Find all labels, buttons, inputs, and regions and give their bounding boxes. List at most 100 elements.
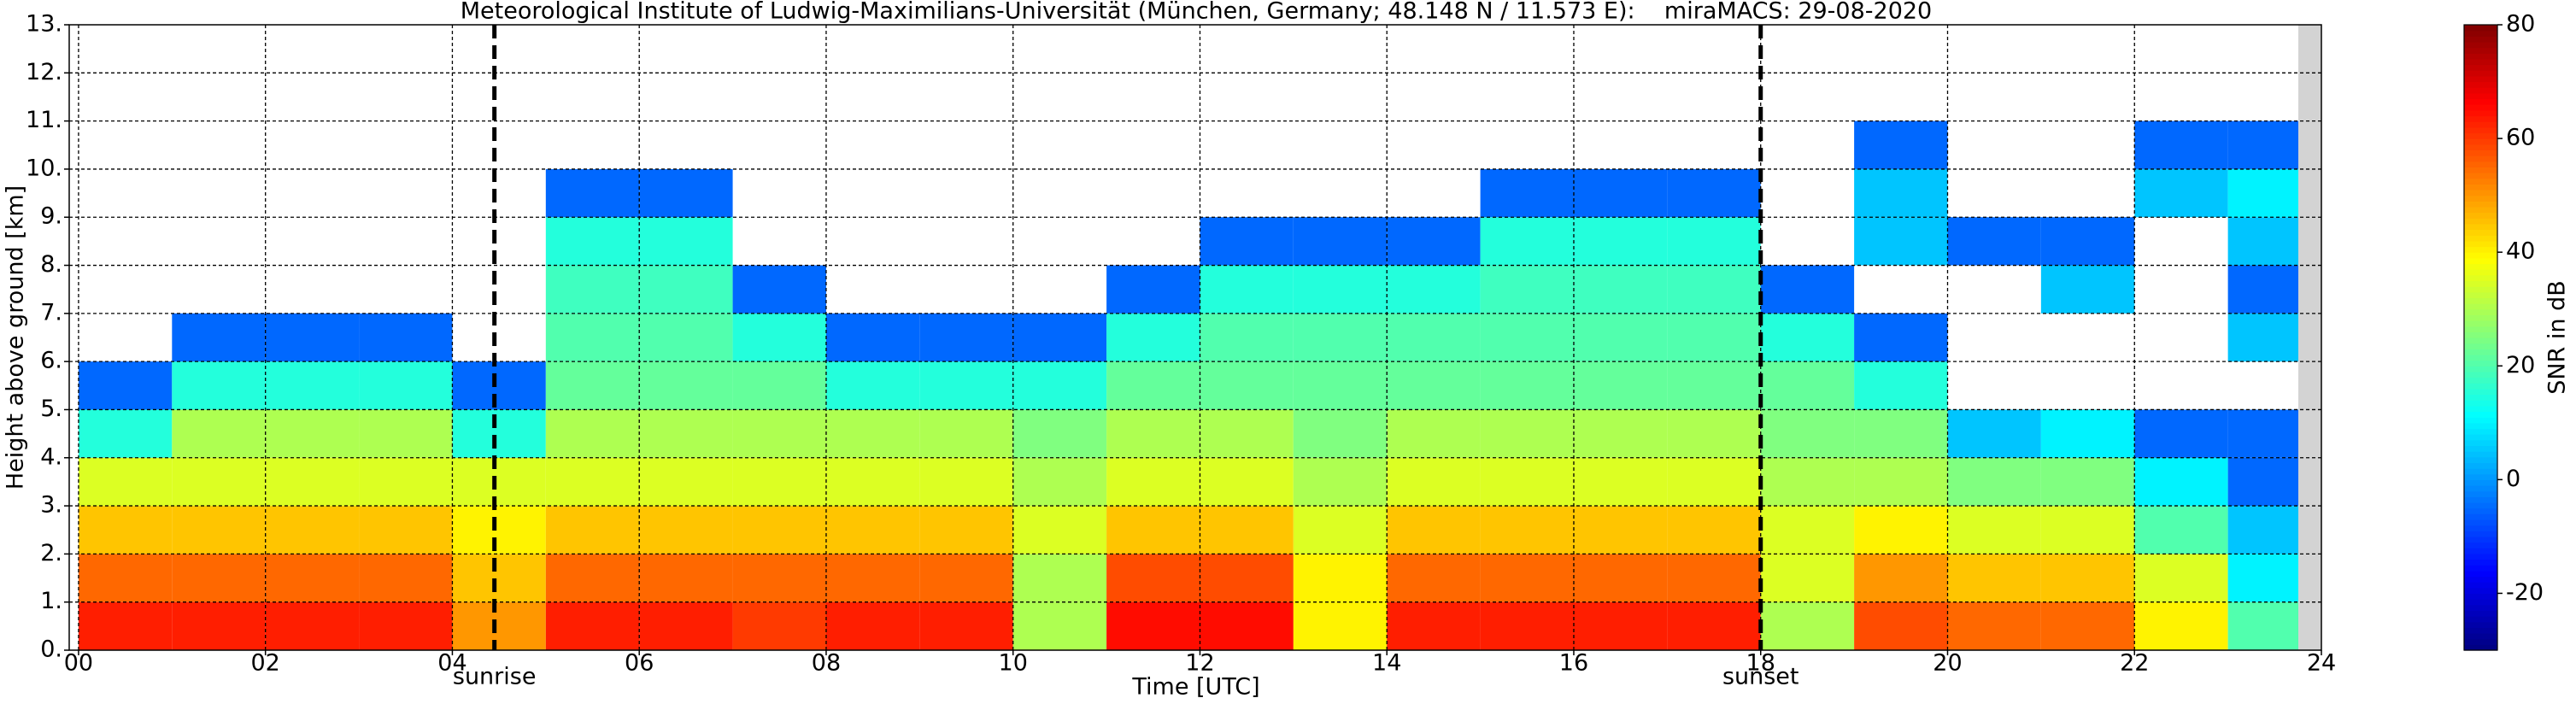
x-tick-label: 14	[1372, 650, 1401, 677]
no-data-strip	[2298, 25, 2321, 650]
colorbar-swatch	[2464, 161, 2497, 167]
overlay	[69, 25, 2321, 650]
y-tick-label: 3.	[40, 492, 62, 519]
heatmap-cell	[265, 457, 360, 507]
heatmap-cell	[545, 457, 640, 507]
heatmap-cell	[78, 554, 173, 602]
y-tick-label: 8.	[40, 251, 62, 278]
heatmap-cell	[1387, 554, 1481, 602]
plot-frame	[68, 24, 2322, 651]
colorbar-swatch	[2464, 502, 2497, 509]
heatmap-cell	[1854, 217, 1948, 266]
heatmap-cell	[1854, 409, 1948, 458]
heatmap-cell	[1106, 313, 1200, 362]
heatmap-cell	[452, 457, 546, 507]
heatmap-cell	[452, 554, 546, 602]
heatmap-cell	[1200, 217, 1294, 266]
colorbar-swatch	[2464, 291, 2497, 299]
heatmap-cell	[1947, 457, 2041, 507]
x-tick-label: 18	[1746, 650, 1775, 677]
heatmap-cell	[545, 506, 640, 554]
heatmap-cell	[359, 506, 453, 554]
heatmap-cell	[359, 457, 453, 507]
colorbar-swatch	[2464, 587, 2497, 595]
colorbar-swatch	[2464, 354, 2497, 361]
heatmap-cell	[1760, 554, 1855, 602]
annotation-label: sunset	[1722, 664, 1799, 690]
colorbar-swatch	[2464, 337, 2497, 344]
heatmap-cell	[1760, 601, 1855, 650]
heatmap-cell	[545, 168, 640, 218]
colorbar-swatch	[2464, 627, 2497, 634]
y-tick-label: 12.	[26, 59, 62, 85]
colorbar-swatch	[2464, 75, 2497, 83]
colorbar-swatch	[2464, 98, 2497, 105]
colorbar-swatch	[2464, 576, 2497, 583]
heatmap-cell	[1573, 168, 1668, 218]
heatmap-cell	[1480, 168, 1574, 218]
heatmap-cell	[545, 217, 640, 266]
heatmap-cell	[1200, 457, 1294, 507]
colorbar-swatch	[2464, 70, 2497, 77]
heatmap-cell	[2040, 601, 2135, 650]
colorbar-swatch	[2464, 633, 2497, 640]
colorbar-swatch	[2464, 565, 2497, 572]
heatmap-cell	[1854, 554, 1948, 602]
colorbar-swatch	[2464, 638, 2497, 645]
colorbar-swatch	[2464, 138, 2497, 145]
heatmap-cell	[2040, 217, 2135, 266]
colorbar-swatch	[2464, 155, 2497, 162]
colorbar-swatch	[2464, 269, 2497, 276]
colorbar-swatch	[2464, 400, 2497, 407]
colorbar-tick-label: -20	[2506, 579, 2544, 606]
y-tick-label: 6.	[40, 348, 62, 374]
heatmap-cell	[359, 361, 453, 410]
heatmap-cell	[545, 313, 640, 362]
colorbar-swatch	[2464, 314, 2497, 321]
colorbar-swatch	[2464, 473, 2497, 480]
colorbar-swatch	[2464, 377, 2497, 384]
x-tick-label: 10	[999, 650, 1028, 677]
x-tick-label: 22	[2120, 650, 2149, 677]
heatmap-cell	[1387, 506, 1481, 554]
heatmap-cell	[2134, 120, 2228, 169]
heatmap-cell	[732, 554, 826, 602]
colorbar-swatch	[2464, 195, 2497, 202]
heatmap-cell	[1854, 506, 1948, 554]
x-tick-label: 12	[1185, 650, 1214, 677]
colorbar-swatch	[2464, 252, 2497, 259]
colorbar-swatch	[2464, 297, 2497, 304]
heatmap-cell	[172, 361, 266, 410]
colorbar-swatch	[2464, 92, 2497, 100]
heatmap-cell	[732, 409, 826, 458]
x-tick-label: 16	[1559, 650, 1588, 677]
heatmap-cell	[732, 506, 826, 554]
colorbar-swatch	[2464, 263, 2497, 270]
colorbar-swatch	[2464, 53, 2497, 60]
y-tick-label: 4.	[40, 443, 62, 470]
heatmap-cell	[452, 601, 546, 650]
colorbar-swatch	[2464, 115, 2497, 122]
heatmap-cell	[919, 457, 1013, 507]
x-tick-label: 04	[437, 650, 466, 677]
heatmap-cell	[1573, 601, 1668, 650]
annotation-label: sunrise	[453, 664, 537, 690]
heatmap-cell	[172, 457, 266, 507]
heatmap-cell	[1573, 265, 1668, 314]
heatmap-cell	[825, 313, 920, 362]
colorbar-swatch	[2464, 218, 2497, 225]
heatmap-cell	[1854, 313, 1948, 362]
colorbar-swatch	[2464, 64, 2497, 71]
colorbar-swatch	[2464, 235, 2497, 242]
heatmap-cell	[1106, 601, 1200, 650]
colorbar-swatch	[2464, 223, 2497, 231]
colorbar-frame	[2463, 24, 2498, 651]
heatmap-cell	[1667, 313, 1761, 362]
heatmap-cell	[825, 457, 920, 507]
colorbar-tick-label: 80	[2506, 11, 2535, 38]
heatmap-cell	[1387, 361, 1481, 410]
y-tick-label: 5.	[40, 396, 62, 422]
heatmap-cell	[639, 554, 733, 602]
colorbar-tick-label: 20	[2506, 352, 2535, 378]
